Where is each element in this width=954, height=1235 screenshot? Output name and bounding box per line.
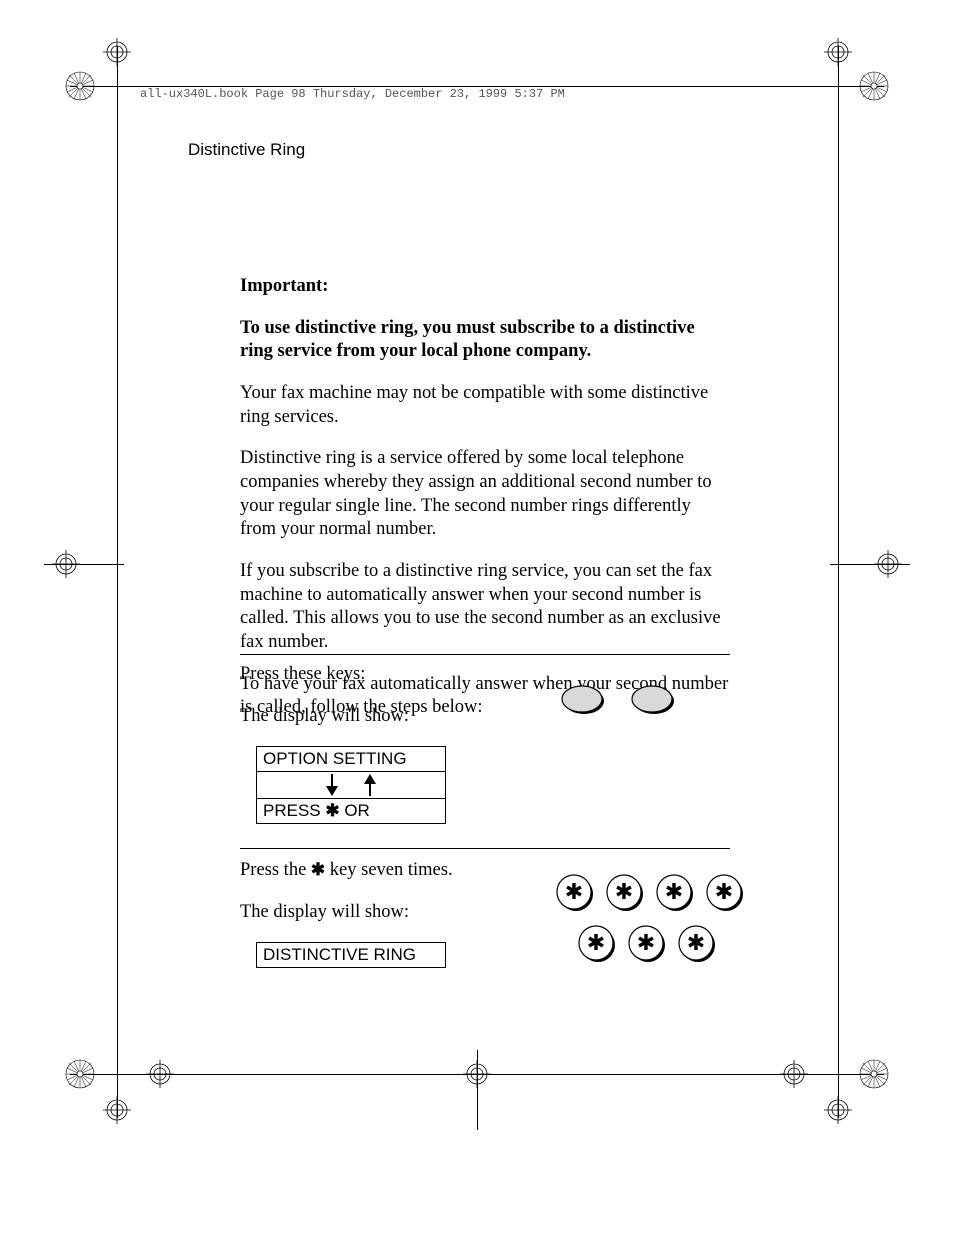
important-compat-paragraph: Your fax machine may not be compatible w…: [240, 382, 730, 429]
crop-tick: [477, 1050, 478, 1130]
important-label: Important:: [240, 275, 730, 299]
sunburst-icon: [64, 70, 96, 102]
crop-line-left: [117, 46, 118, 1118]
divider: [240, 654, 730, 655]
sunburst-icon: [858, 70, 890, 102]
star-key-icon: [705, 873, 745, 918]
book-header-line: all-ux340L.book Page 98 Thursday, Decemb…: [140, 87, 565, 101]
arrow-down-icon: [326, 774, 338, 796]
star-icon: ✱: [325, 801, 339, 820]
divider: [240, 848, 730, 849]
lcd-line-2: PRESS ✱ OR: [256, 798, 446, 824]
body-paragraph-2: If you subscribe to a distinctive ring s…: [240, 560, 730, 655]
step2-buttons: [552, 870, 748, 972]
text: Press the: [240, 860, 311, 880]
registration-mark-icon: [146, 1060, 174, 1088]
body-paragraph-1: Distinctive ring is a service offered by…: [240, 447, 730, 542]
registration-mark-icon: [103, 1096, 131, 1124]
registration-mark-icon: [824, 1096, 852, 1124]
star-key-icon: [555, 873, 595, 918]
lcd-line-1: OPTION SETTING: [256, 746, 446, 772]
registration-mark-icon: [824, 38, 852, 66]
arrow-up-icon: [364, 774, 376, 796]
star-icon: ✱: [311, 860, 325, 879]
step1-buttons: [560, 684, 696, 723]
oval-button-icon: [560, 684, 608, 723]
star-key-icon: [605, 873, 645, 918]
registration-mark-icon: [780, 1060, 808, 1088]
lcd-text: PRESS: [263, 801, 325, 820]
crop-line-right: [838, 46, 839, 1118]
important-bold-paragraph: To use distinctive ring, you must subscr…: [240, 317, 730, 364]
crop-tick: [830, 564, 910, 565]
lcd-line: DISTINCTIVE RING: [256, 942, 446, 968]
text: key seven times.: [325, 860, 452, 880]
sunburst-icon: [64, 1058, 96, 1090]
star-key-icon: [577, 924, 617, 969]
oval-button-icon: [630, 684, 678, 723]
star-key-icon: [677, 924, 717, 969]
section-header: Distinctive Ring: [188, 140, 305, 160]
lcd-arrow-row: [256, 772, 446, 798]
lcd-text: OR: [340, 801, 370, 820]
star-key-icon: [627, 924, 667, 969]
star-key-icon: [655, 873, 695, 918]
registration-mark-icon: [103, 38, 131, 66]
sunburst-icon: [858, 1058, 890, 1090]
crop-tick: [44, 564, 124, 565]
